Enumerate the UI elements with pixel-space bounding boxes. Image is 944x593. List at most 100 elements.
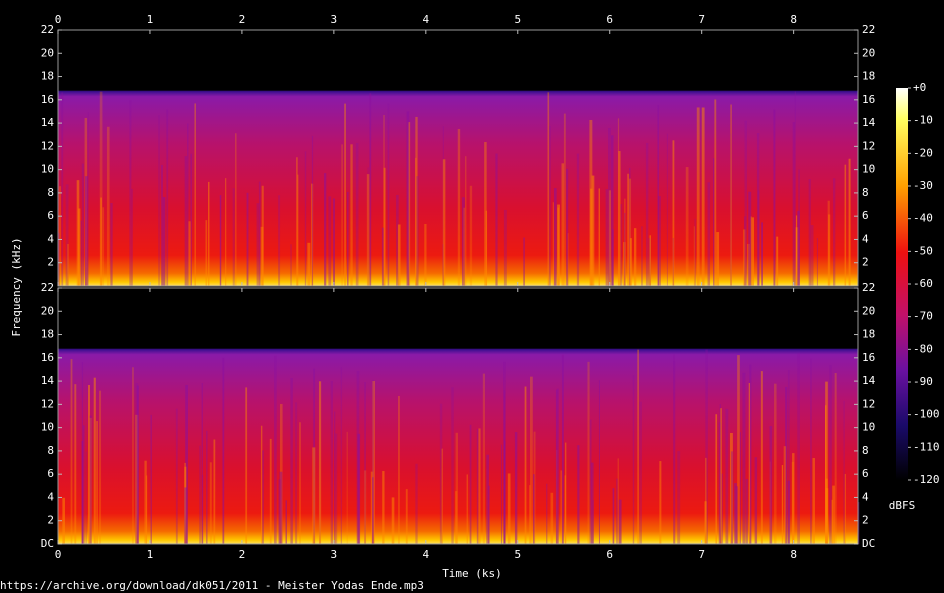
streak	[364, 382, 366, 544]
streak	[792, 453, 795, 544]
streak	[672, 140, 675, 286]
streak	[844, 473, 847, 544]
streak	[235, 133, 237, 286]
streak	[831, 499, 833, 544]
y-tick-label: 10	[41, 163, 54, 176]
streak	[312, 447, 316, 544]
streak	[190, 153, 193, 286]
streak	[299, 422, 301, 544]
streak	[742, 229, 746, 286]
streak	[102, 207, 105, 286]
streak	[442, 126, 444, 287]
streak	[730, 133, 732, 286]
plot-frame	[57, 287, 859, 545]
streak	[150, 414, 152, 544]
streak	[451, 387, 454, 544]
streak	[333, 411, 336, 544]
y-axis-label: Frequency (kHz)	[10, 237, 23, 336]
streak	[256, 203, 260, 286]
streak	[719, 404, 721, 544]
streak	[209, 462, 212, 544]
streak	[677, 451, 681, 544]
colorbar-tick-label: -30	[913, 179, 933, 192]
streak	[100, 197, 103, 286]
streak	[751, 217, 754, 286]
streak	[591, 175, 595, 286]
streak	[737, 355, 740, 544]
streak	[567, 233, 569, 286]
y-tick-label: 8	[47, 186, 54, 199]
streak	[730, 104, 732, 287]
streak	[794, 91, 797, 286]
streak	[162, 197, 166, 286]
streak	[232, 188, 235, 286]
streak	[184, 487, 187, 544]
streak	[587, 361, 590, 544]
streak	[67, 244, 69, 286]
streak	[366, 174, 370, 286]
streak	[566, 168, 569, 286]
streak	[628, 178, 632, 286]
streak	[313, 368, 316, 544]
streak	[486, 454, 489, 544]
streak	[328, 196, 332, 286]
streak	[260, 226, 264, 286]
streak	[507, 473, 511, 544]
streak	[260, 425, 263, 544]
streak	[383, 115, 385, 286]
streak	[825, 405, 827, 544]
streak	[547, 92, 550, 287]
streak	[495, 153, 498, 286]
streak	[659, 461, 662, 544]
streak	[618, 151, 621, 286]
streak	[658, 196, 661, 286]
streak	[565, 442, 567, 544]
source-url: https://archive.org/download/dk051/2011 …	[0, 579, 424, 592]
streak	[74, 384, 77, 544]
streak	[357, 433, 361, 544]
streak	[188, 221, 191, 286]
streak	[848, 158, 851, 286]
y-tick-label: 16	[862, 351, 875, 364]
streak	[76, 180, 80, 286]
streak	[184, 466, 187, 544]
streak	[131, 188, 133, 286]
streak	[825, 381, 828, 544]
x-tick-label: 1	[147, 548, 154, 561]
streak	[225, 178, 227, 286]
streak	[466, 474, 468, 544]
streak	[185, 384, 188, 544]
y-tick-label: 18	[862, 328, 875, 341]
streak	[296, 157, 298, 286]
streak	[340, 366, 343, 544]
streak	[87, 385, 91, 544]
streak	[791, 461, 795, 544]
streak	[744, 216, 746, 286]
streak	[160, 164, 163, 286]
streak	[624, 198, 626, 286]
streak	[641, 226, 643, 286]
streak	[62, 497, 65, 544]
streak	[725, 408, 729, 544]
y-tick-label: 16	[862, 93, 875, 106]
streak	[84, 176, 88, 286]
streak	[166, 109, 169, 287]
streak	[99, 390, 102, 544]
streak	[61, 92, 64, 286]
streak	[576, 153, 580, 286]
y-tick-label: 2	[47, 256, 54, 269]
streak	[206, 430, 208, 544]
x-tick-label: 0	[55, 13, 62, 26]
streak	[734, 483, 737, 544]
streak	[673, 360, 676, 544]
streak	[797, 353, 800, 544]
x-tick-label: 4	[423, 13, 430, 26]
streak	[350, 144, 353, 286]
streak	[716, 232, 720, 286]
streak	[132, 367, 134, 544]
streak	[285, 500, 287, 544]
streak	[552, 202, 555, 286]
streak	[745, 478, 748, 544]
streak	[398, 395, 400, 544]
streak	[781, 465, 784, 544]
